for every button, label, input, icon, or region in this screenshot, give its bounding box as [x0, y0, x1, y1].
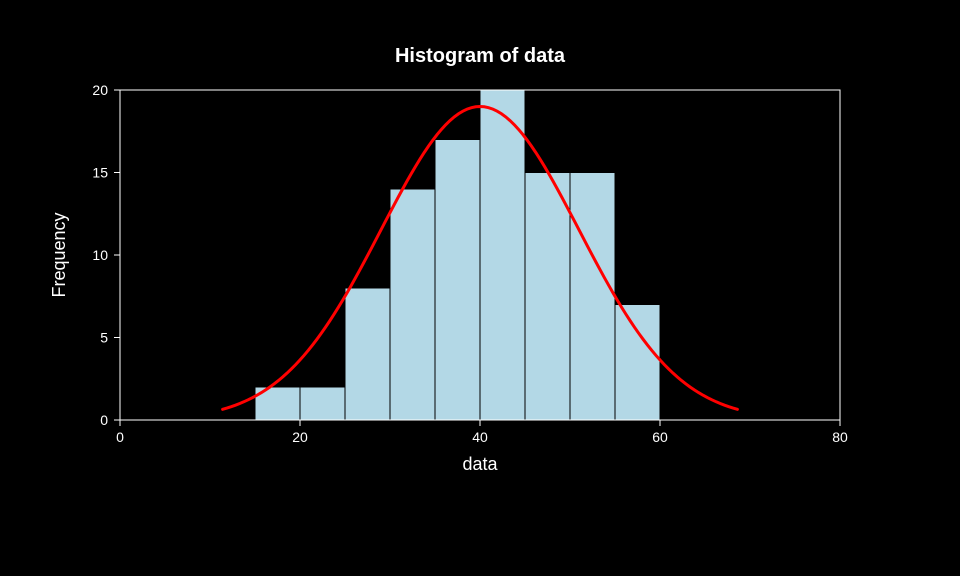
histogram-bar	[570, 173, 615, 421]
y-tick-label: 15	[92, 165, 108, 181]
x-tick-label: 40	[472, 429, 488, 445]
histogram-bar	[345, 288, 390, 420]
histogram-bar	[525, 173, 570, 421]
y-axis-label: Frequency	[49, 212, 69, 297]
x-tick-label: 60	[652, 429, 668, 445]
x-axis-label: data	[462, 454, 498, 474]
x-tick-label: 0	[116, 429, 124, 445]
x-tick-label: 80	[832, 429, 848, 445]
histogram-bar	[615, 305, 660, 421]
histogram-bar	[435, 140, 480, 421]
y-tick-label: 0	[100, 412, 108, 428]
y-tick-label: 10	[92, 247, 108, 263]
chart-title: Histogram of data	[395, 45, 566, 67]
histogram-bar	[300, 387, 345, 420]
histogram-chart: 0 20 40 60 80 0 5 10 15 20 Histogram of data data Fr…	[0, 0, 960, 576]
x-tick-label: 20	[292, 429, 308, 445]
y-tick-label: 20	[92, 82, 108, 98]
histogram-bar	[390, 189, 435, 420]
chart-svg: 0 20 40 60 80 0 5 10 15 20 Histogram of data data Fr…	[0, 0, 960, 576]
y-tick-label: 5	[100, 330, 108, 346]
histogram-bar	[480, 90, 525, 420]
